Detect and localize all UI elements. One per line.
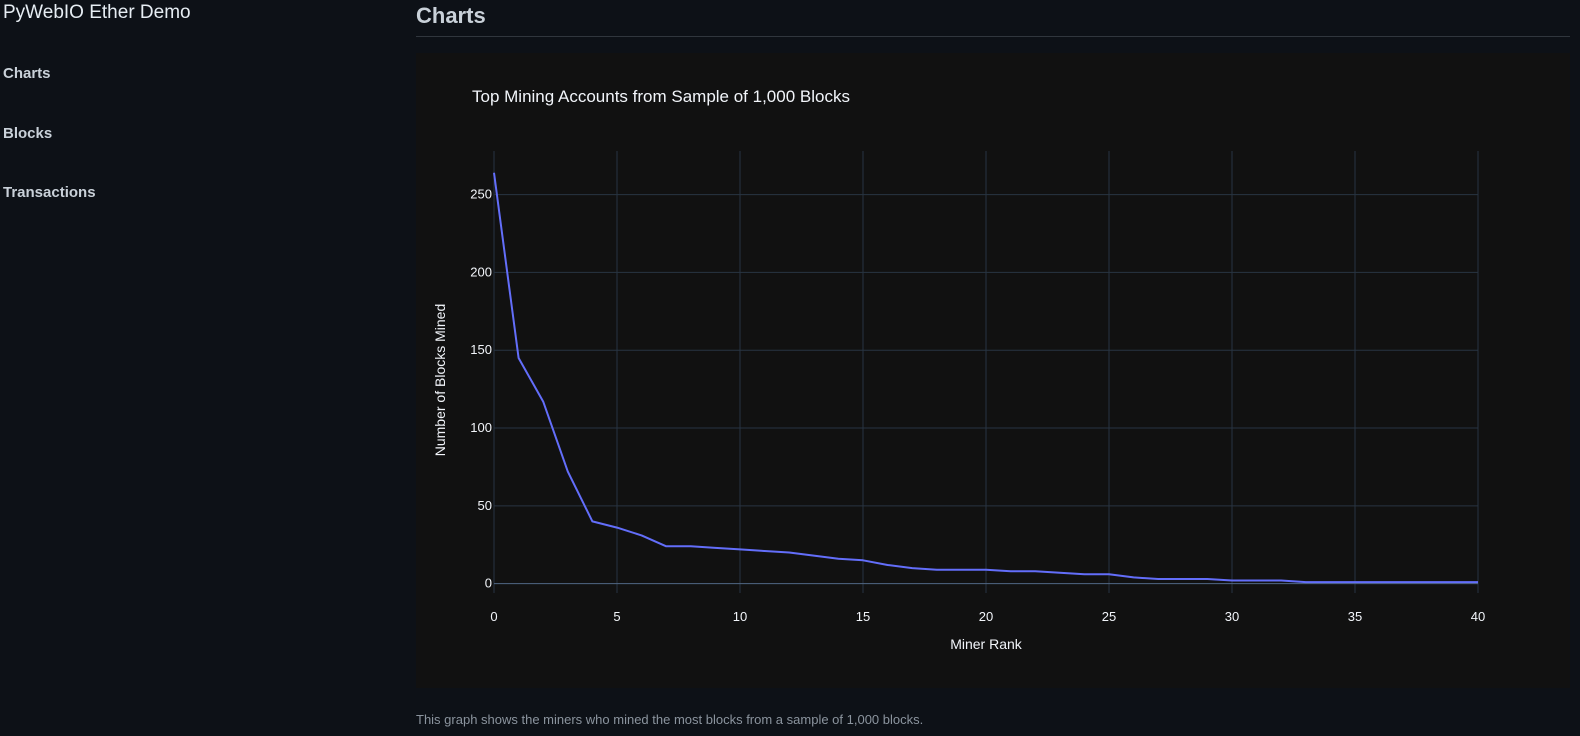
series-line (493, 172, 1478, 584)
x-tick-label: 30 (1225, 609, 1239, 624)
x-tick-label: 35 (1348, 609, 1362, 624)
chart-caption: This graph shows the miners who mined th… (416, 712, 924, 727)
chart-panel: Top Mining Accounts from Sample of 1,000… (416, 53, 1570, 688)
y-tick-label: 200 (470, 264, 492, 279)
x-tick-label: 0 (490, 609, 497, 624)
y-tick-label: 150 (470, 342, 492, 357)
sidebar-item-blocks[interactable]: Blocks (3, 125, 53, 142)
y-tick-label: 100 (470, 420, 492, 435)
y-axis-label: Number of Blocks Mined (432, 304, 448, 457)
app-title: PyWebIO Ether Demo (3, 2, 191, 23)
y-tick-label: 0 (485, 576, 492, 591)
page-title: Charts (416, 3, 486, 28)
x-tick-label: 25 (1102, 609, 1116, 624)
y-tick-label: 250 (470, 187, 492, 202)
sidebar: PyWebIO Ether Demo Charts Blocks Transac… (0, 0, 400, 736)
title-divider (416, 36, 1570, 37)
main-content: Charts Top Mining Accounts from Sample o… (416, 0, 1570, 736)
x-tick-label: 20 (979, 609, 993, 624)
sidebar-item-transactions[interactable]: Transactions (3, 184, 96, 201)
tick-layer: 0 5 10 15 20 25 30 35 40 0 50 100 150 200 250 (470, 187, 1485, 624)
x-tick-label: 10 (733, 609, 747, 624)
line-chart[interactable]: Top Mining Accounts from Sample of 1,000… (416, 53, 1570, 688)
sidebar-item-charts[interactable]: Charts (3, 65, 51, 82)
y-tick-label: 50 (478, 498, 492, 513)
chart-title: Top Mining Accounts from Sample of 1,000… (472, 87, 850, 106)
x-axis-label: Miner Rank (950, 636, 1023, 652)
series-layer (493, 172, 1478, 584)
x-tick-label: 15 (856, 609, 870, 624)
x-tick-label: 40 (1471, 609, 1485, 624)
x-tick-label: 5 (613, 609, 620, 624)
grid-layer (493, 151, 1479, 593)
